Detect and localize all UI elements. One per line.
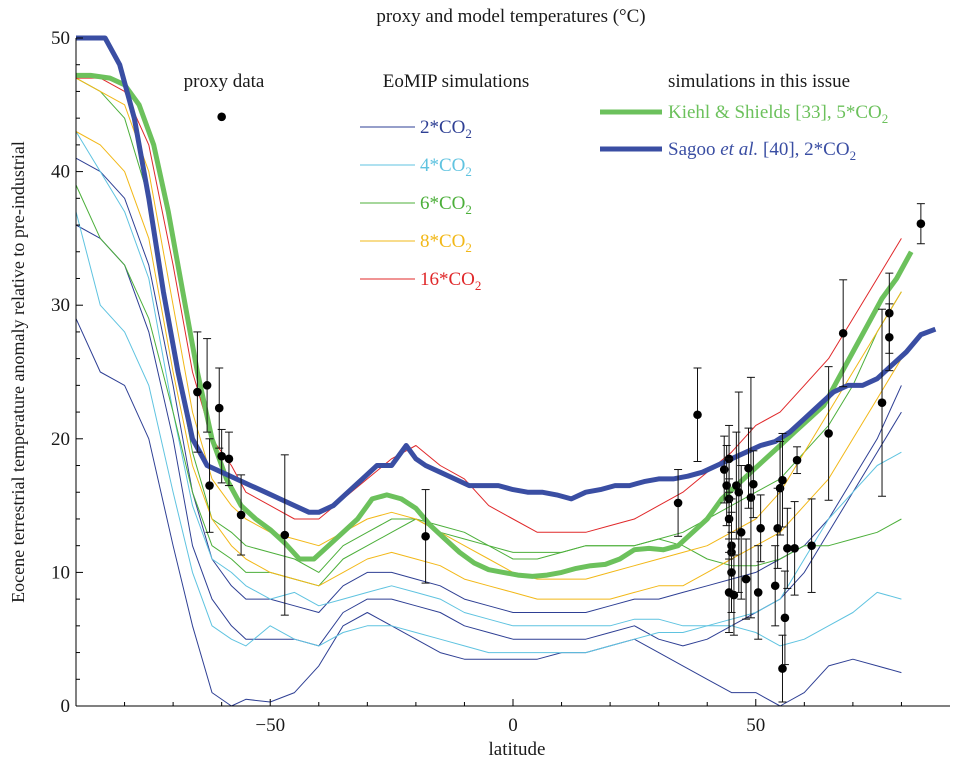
legend-label-4: 8*CO2 [420,231,472,255]
legend-label-6: Kiehl & Shields [33], 5*CO2 [668,102,888,126]
proxy-data-point [719,465,729,474]
y-tick-label: 30 [51,295,70,316]
proxy-data-point [673,498,683,508]
legend: 2*CO2 4*CO2 6*CO2 8*CO2 16*CO2 Kiehl & Shield… [360,102,888,293]
proxy-data-point [729,590,739,600]
proxy-data-point [217,112,226,122]
proxy-data-point [214,403,224,413]
legend-label-2: 4*CO2 [420,155,472,179]
legend-label-3: 6*CO2 [420,193,472,217]
y-tick-label: 20 [51,429,70,450]
series-line-7 [75,77,902,573]
axes: 0 10 20 30 40 50 −50 0 50 [51,28,950,736]
proxy-data-point [792,455,802,465]
proxy-data-point [807,541,816,550]
proxy-data-point [205,481,214,490]
plot-area [75,35,937,707]
proxy-data-point [749,479,758,489]
y-tick-label: 0 [61,696,71,717]
legend-label-7: Sagoo et al. [40], 2*CO2 [668,139,856,163]
x-tick-label: 50 [746,715,765,736]
proxy-data-point [790,544,799,553]
proxy-data-point [746,493,756,502]
series-line-4 [75,211,902,654]
x-axis-label: latitude [489,739,546,760]
series-line-1 [75,318,902,707]
proxy-data-point [885,332,894,342]
proxy-data-point [778,664,787,673]
proxy-data-point [236,510,246,520]
proxy-data-point [280,530,290,540]
proxy-data-point [916,219,926,229]
series-line-5 [75,131,902,627]
proxy-data-point [744,463,753,473]
y-tick-label: 40 [51,162,70,183]
x-tick-label: 0 [508,715,518,736]
y-tick-label: 10 [51,562,70,583]
proxy-data-point [838,328,848,338]
legend-label-5: 16*CO2 [420,269,481,293]
proxy-data-point [724,514,734,524]
proxy-data-point [736,528,746,537]
proxy-data-point [734,487,744,497]
legend-header-proxy: proxy data [184,71,265,92]
proxy-data-point [421,532,430,541]
proxy-data-point [756,524,765,533]
legend-header-issue: simulations in this issue [668,71,850,92]
proxy-data-point [778,475,787,485]
series-line-6 [75,184,902,587]
proxy-data-point [741,574,751,584]
series-line-8 [75,131,902,600]
proxy-data-point [727,568,736,577]
x-tick-label: −50 [255,715,285,736]
proxy-data-point [693,410,702,420]
proxy-data-point [224,454,234,464]
proxy-data-point [193,387,202,397]
legend-header-eomip: EoMIP simulations [383,71,530,92]
proxy-data-point [824,429,833,438]
proxy-data-point [780,613,790,623]
series-line-3 [75,157,902,613]
proxy-data-point [217,451,226,461]
proxy-data-point [722,481,731,490]
proxy-data-point [783,544,792,553]
proxy-data-point [202,381,212,390]
y-tick-label: 50 [51,28,70,49]
chart-title: proxy and model temperatures (°C) [376,6,645,27]
proxy-data-point [773,524,782,533]
proxy-data-point [775,483,785,493]
y-axis-label: Eocene terrestrial temperature anomaly r… [8,141,28,603]
proxy-data-point [877,398,887,408]
proxy-data-point [753,588,763,597]
legend-label-1: 2*CO2 [420,117,472,141]
proxy-data-point [770,581,780,591]
